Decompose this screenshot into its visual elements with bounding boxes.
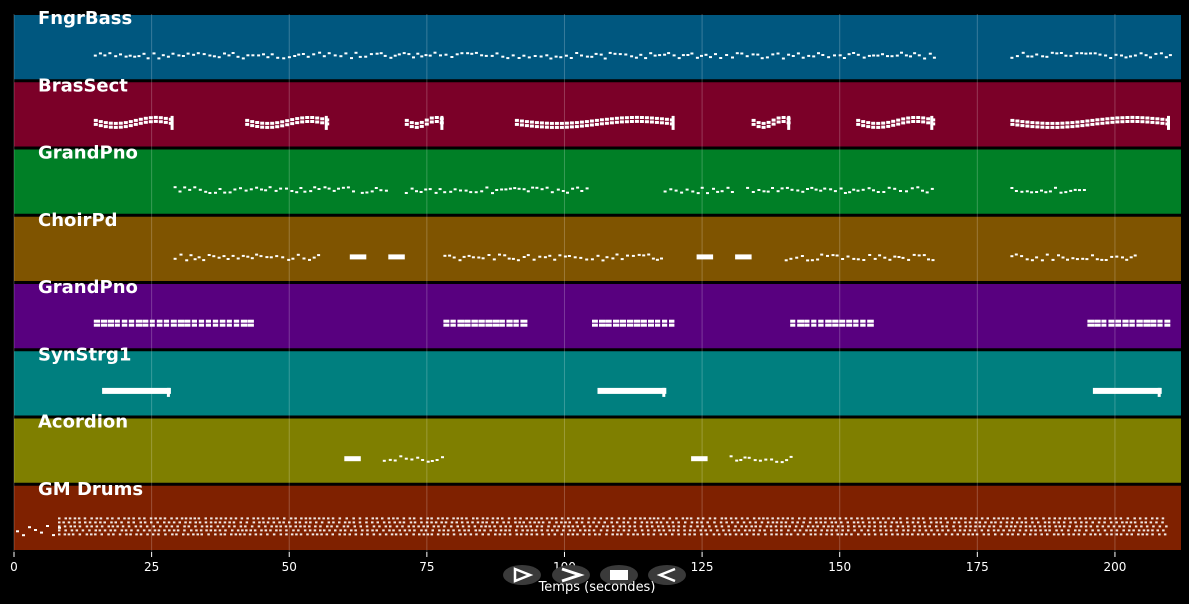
note-segment xyxy=(514,115,675,130)
track-lane[interactable] xyxy=(14,485,1181,550)
note-segment xyxy=(344,456,361,462)
note-segment xyxy=(404,186,589,195)
stop-icon xyxy=(610,570,628,580)
rewind-button[interactable] xyxy=(648,565,686,585)
x-tick-label: 0 xyxy=(10,560,18,574)
track-lane[interactable] xyxy=(14,15,1181,80)
track-name: ChoirPd xyxy=(38,210,118,231)
rewind-icon xyxy=(656,567,676,583)
track-name: GrandPno xyxy=(38,277,138,298)
track-labels-layer: FngrBass BrasSect GrandPno ChoirPd GrandPno S… xyxy=(38,8,143,500)
note-segment xyxy=(691,456,708,462)
note-segment xyxy=(597,387,667,397)
note-segment xyxy=(388,254,405,260)
tracks-layer xyxy=(14,15,1181,550)
note-segment xyxy=(93,51,936,60)
forward-button[interactable] xyxy=(552,565,590,585)
note-segment xyxy=(856,115,936,130)
track-lane[interactable] xyxy=(14,149,1181,214)
note-segment xyxy=(93,115,174,130)
stop-button[interactable] xyxy=(600,565,638,585)
track-name: BrasSect xyxy=(38,75,128,96)
note-segment xyxy=(1087,319,1171,327)
note-segment xyxy=(360,187,388,194)
track-name: GM Drums xyxy=(38,479,143,500)
x-axis-label: Temps (secondes) xyxy=(538,580,656,595)
note-segment xyxy=(1010,115,1170,130)
note-segment xyxy=(173,253,321,262)
note-segment xyxy=(173,186,355,194)
track-lane[interactable] xyxy=(14,418,1181,483)
notes-layer xyxy=(16,51,1172,537)
note-segment xyxy=(1092,387,1162,397)
note-segment xyxy=(102,387,171,397)
note-segment xyxy=(696,254,714,260)
note-segment xyxy=(443,319,528,327)
play-button[interactable] xyxy=(503,565,541,585)
track-lane[interactable] xyxy=(14,216,1181,281)
note-segment xyxy=(729,455,793,464)
note-segment xyxy=(443,253,663,262)
play-icon xyxy=(513,567,534,583)
track-lane[interactable] xyxy=(14,284,1181,349)
x-tick-label: 150 xyxy=(828,560,851,574)
fast-forward-icon xyxy=(561,567,585,583)
note-segment xyxy=(382,455,444,463)
note-segment xyxy=(663,186,734,195)
x-tick-label: 125 xyxy=(691,560,714,574)
note-segment xyxy=(784,253,935,262)
track-lane[interactable] xyxy=(14,82,1181,147)
note-segment xyxy=(1010,51,1172,59)
track-lane[interactable] xyxy=(14,351,1181,416)
playback-controls xyxy=(503,565,686,585)
note-segment xyxy=(751,115,791,130)
x-tick-label: 75 xyxy=(419,560,434,574)
note-segment xyxy=(93,319,254,327)
x-tick-label: 50 xyxy=(282,560,297,574)
note-segment xyxy=(790,319,874,327)
note-segment xyxy=(404,115,444,130)
note-segment xyxy=(1010,253,1137,262)
note-segment xyxy=(16,517,1168,537)
note-segment xyxy=(746,186,934,194)
track-name: GrandPno xyxy=(38,143,138,164)
track-name: Acordion xyxy=(38,412,128,433)
note-segment xyxy=(735,254,752,260)
x-tick-label: 175 xyxy=(966,560,989,574)
grid-layer xyxy=(13,14,1116,552)
note-segment xyxy=(592,319,675,327)
x-tick-label: 200 xyxy=(1103,560,1126,574)
note-segment xyxy=(349,254,367,260)
note-segment xyxy=(245,115,330,130)
x-tick-label: 25 xyxy=(144,560,159,574)
note-segment xyxy=(1010,186,1086,194)
track-name: FngrBass xyxy=(38,8,132,29)
track-name: SynStrg1 xyxy=(38,344,131,365)
